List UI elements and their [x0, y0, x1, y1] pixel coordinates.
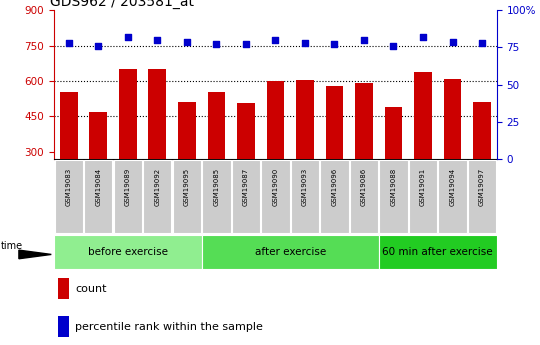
Point	[360, 37, 368, 43]
Bar	[350, 160, 378, 233]
Bar	[291, 160, 319, 233]
Bar	[438, 160, 467, 233]
Bar	[202, 160, 231, 233]
Text: GDS962 / 203581_at: GDS962 / 203581_at	[50, 0, 193, 9]
Bar	[326, 86, 343, 159]
Text: GSM19096: GSM19096	[332, 168, 338, 206]
Text: after exercise: after exercise	[254, 247, 326, 257]
Text: GSM19087: GSM19087	[243, 168, 249, 206]
Bar	[444, 79, 461, 159]
Point	[478, 40, 487, 46]
Point	[389, 43, 398, 49]
Text: count: count	[75, 284, 107, 294]
Bar	[379, 235, 497, 269]
Point	[448, 39, 457, 44]
Bar	[119, 69, 137, 159]
Point	[64, 40, 73, 46]
Bar	[207, 91, 225, 159]
Bar	[55, 160, 83, 233]
Bar	[384, 107, 402, 159]
Bar	[414, 71, 432, 159]
Bar	[60, 91, 78, 159]
Point	[301, 40, 309, 46]
Bar	[296, 80, 314, 159]
Text: time: time	[1, 241, 23, 250]
Point	[271, 37, 280, 43]
Text: GSM19084: GSM19084	[95, 168, 102, 206]
Bar	[468, 160, 496, 233]
Bar	[355, 83, 373, 159]
Bar	[90, 111, 107, 159]
Point	[241, 42, 250, 47]
Text: 60 min after exercise: 60 min after exercise	[382, 247, 493, 257]
Bar	[173, 160, 201, 233]
Bar	[84, 160, 112, 233]
Point	[153, 37, 161, 43]
Text: GSM19094: GSM19094	[449, 168, 456, 206]
Text: before exercise: before exercise	[88, 247, 168, 257]
Point	[94, 43, 103, 49]
Point	[212, 42, 221, 47]
Bar	[143, 160, 172, 233]
Bar	[473, 102, 491, 159]
Text: GSM19089: GSM19089	[125, 168, 131, 206]
Text: GSM19083: GSM19083	[66, 168, 72, 206]
Bar	[58, 278, 70, 299]
Text: GSM19090: GSM19090	[272, 168, 279, 206]
Text: GSM19097: GSM19097	[479, 168, 485, 206]
Bar	[261, 160, 289, 233]
Text: GSM19092: GSM19092	[154, 168, 160, 206]
Bar	[113, 160, 142, 233]
Point	[183, 39, 191, 44]
Text: GSM19085: GSM19085	[213, 168, 219, 206]
Point	[124, 34, 132, 40]
Point	[330, 42, 339, 47]
Bar	[201, 235, 379, 269]
Bar	[237, 104, 255, 159]
Bar	[148, 69, 166, 159]
Polygon shape	[19, 250, 51, 259]
Text: GSM19093: GSM19093	[302, 168, 308, 206]
Text: GSM19091: GSM19091	[420, 168, 426, 206]
Text: GSM19086: GSM19086	[361, 168, 367, 206]
Bar	[379, 160, 408, 233]
Text: GSM19088: GSM19088	[390, 168, 396, 206]
Text: GSM19095: GSM19095	[184, 168, 190, 206]
Bar	[409, 160, 437, 233]
Bar	[232, 160, 260, 233]
Bar	[58, 316, 70, 337]
Bar	[320, 160, 349, 233]
Text: percentile rank within the sample: percentile rank within the sample	[75, 322, 263, 332]
Bar	[178, 102, 195, 159]
Point	[418, 34, 427, 40]
Bar	[267, 81, 284, 159]
Bar	[54, 235, 201, 269]
